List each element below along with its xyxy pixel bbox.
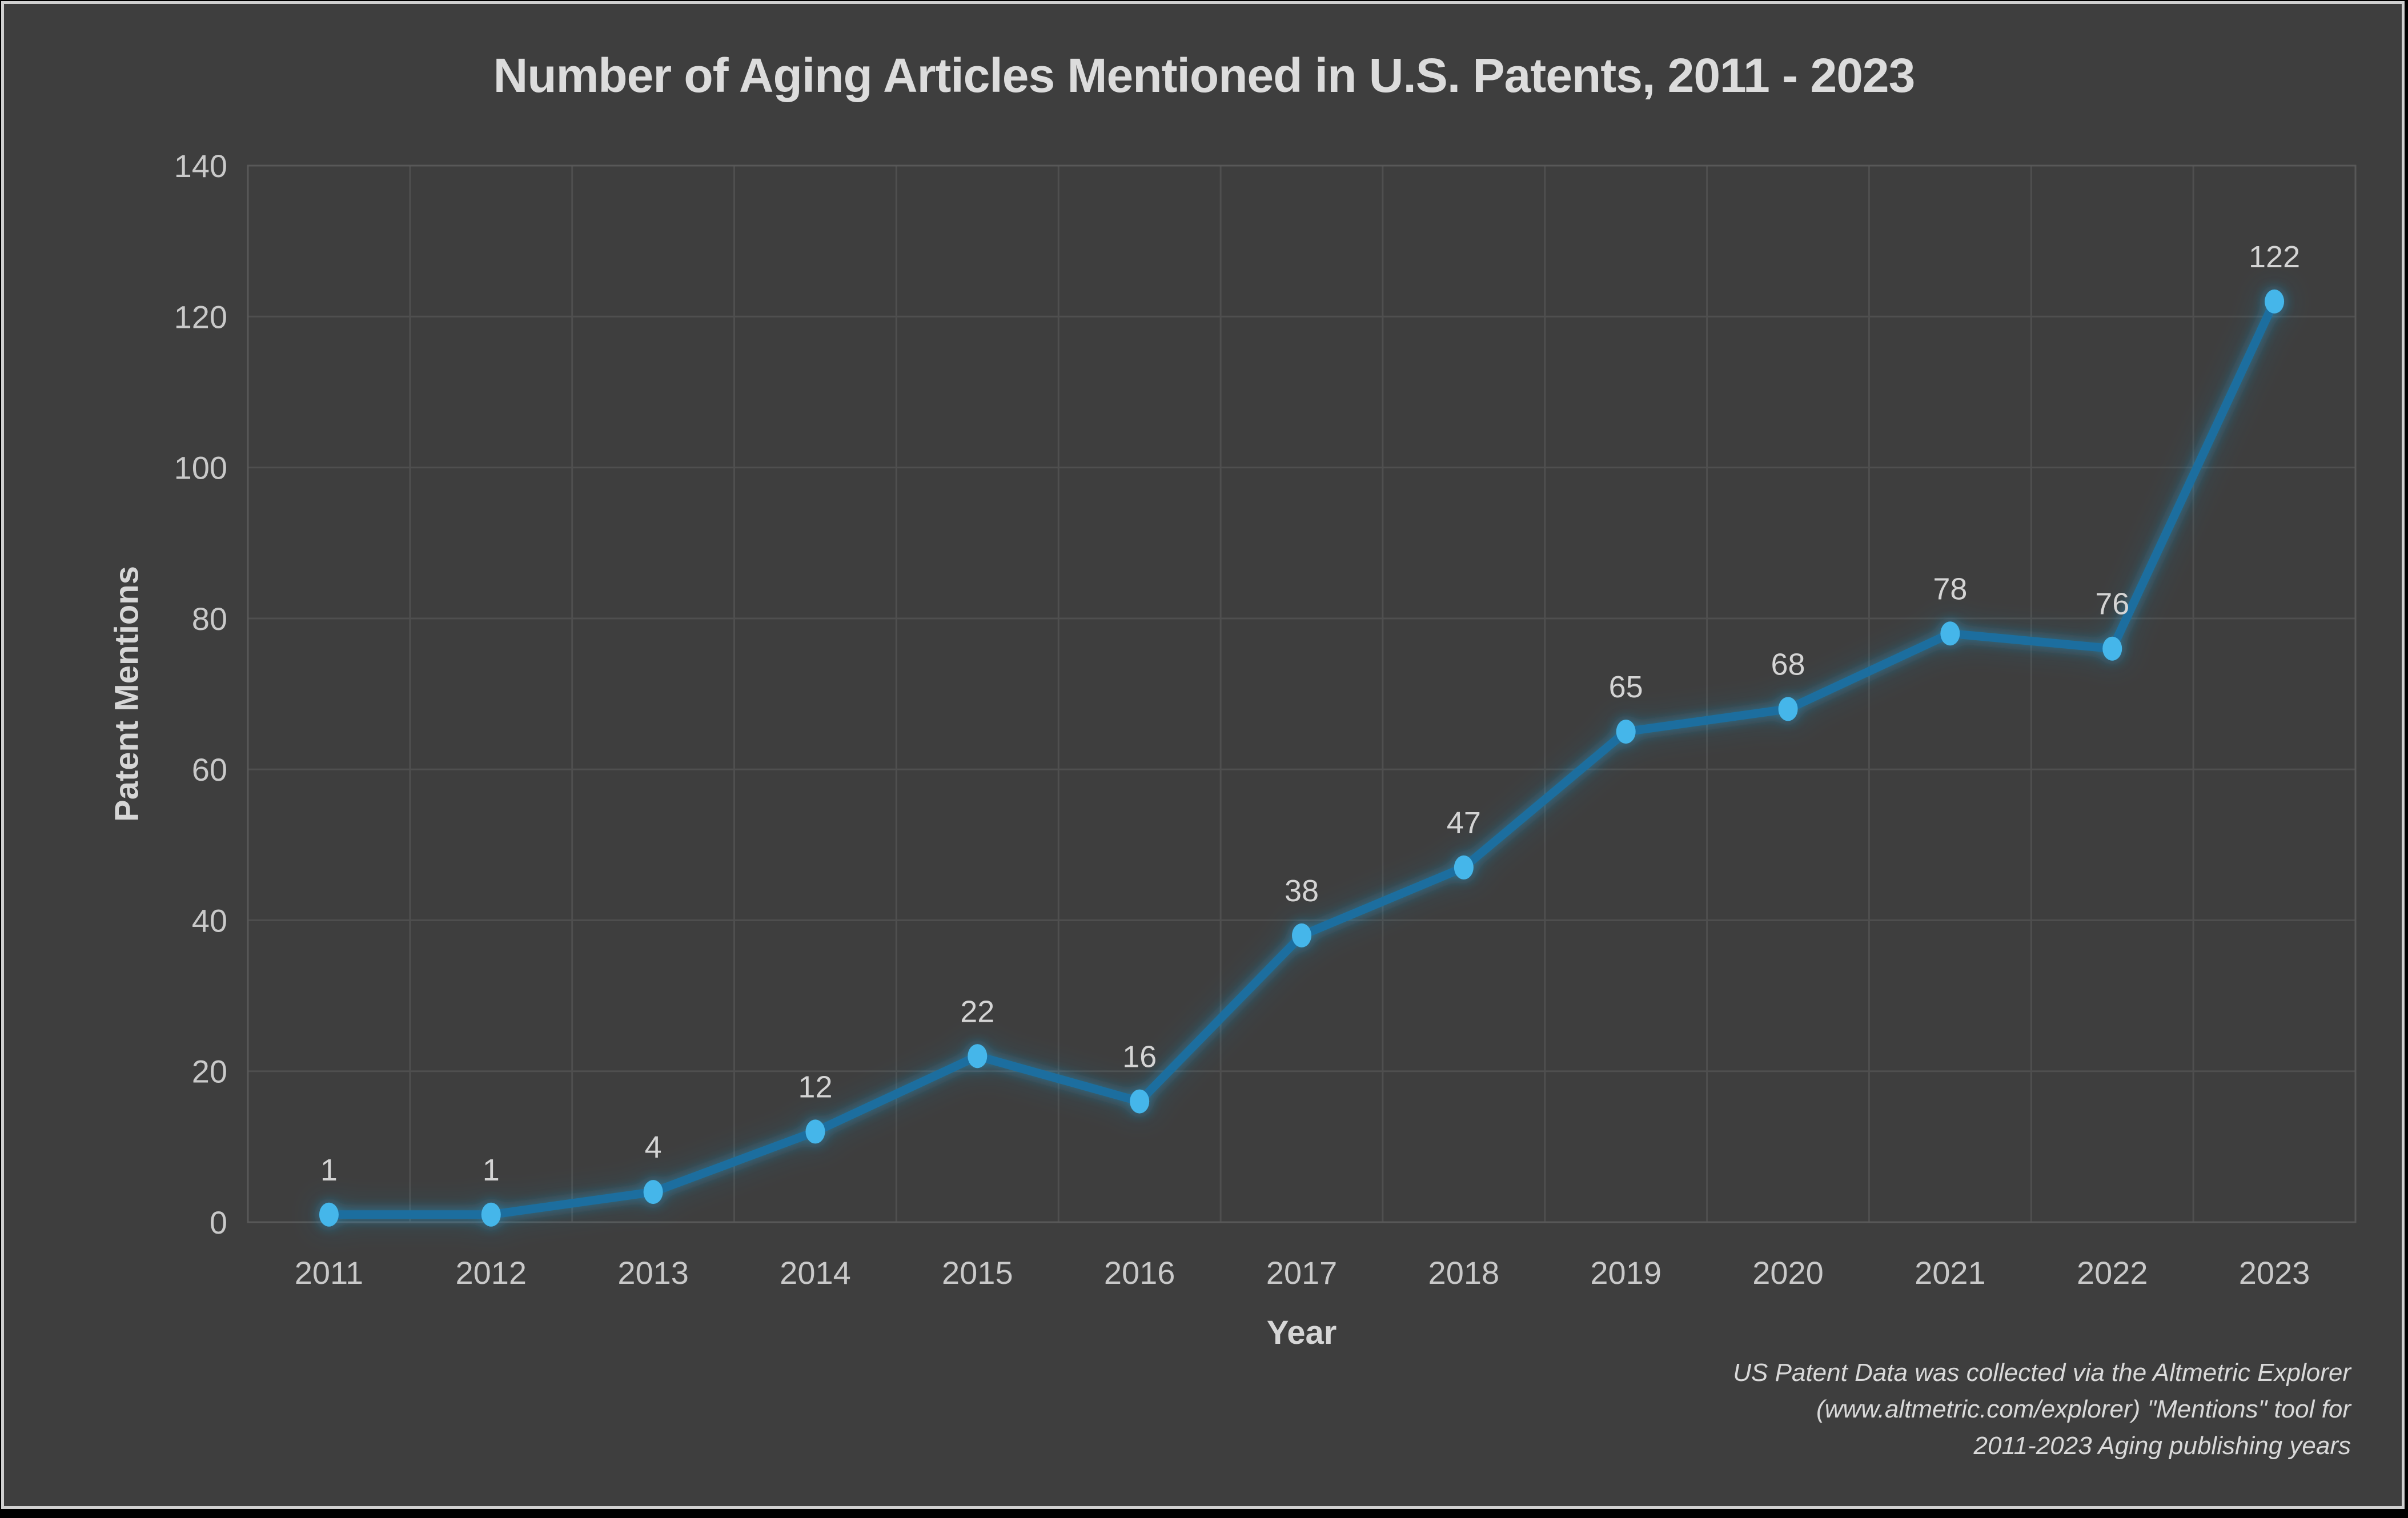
- y-tick-label: 40: [192, 902, 227, 938]
- data-point: [968, 1044, 988, 1069]
- data-point: [1940, 621, 1960, 646]
- footnote-line: 2011-2023 Aging publishing years: [1973, 1432, 2351, 1460]
- chart-title: Number of Aging Articles Mentioned in U.…: [493, 49, 1916, 102]
- data-point-label: 65: [1609, 670, 1643, 704]
- y-axis-title: Patent Mentions: [108, 566, 146, 822]
- x-tick-label: 2011: [295, 1255, 363, 1291]
- data-point: [2102, 636, 2122, 661]
- data-point-label: 22: [960, 994, 994, 1029]
- data-point-label: 122: [2249, 240, 2300, 274]
- x-tick-label: 2012: [455, 1255, 527, 1291]
- x-tick-label: 2021: [1915, 1255, 1986, 1291]
- x-tick-label: 2022: [2077, 1255, 2148, 1291]
- x-tick-label: 2016: [1104, 1255, 1175, 1291]
- data-point-label: 68: [1771, 647, 1805, 681]
- footnote-line: US Patent Data was collected via the Alt…: [1733, 1359, 2351, 1387]
- data-point-label: 4: [645, 1130, 662, 1164]
- y-tick-label: 120: [174, 299, 227, 335]
- data-point: [1454, 855, 1474, 880]
- footnote-line: (www.altmetric.com/explorer) "Mentions" …: [1816, 1395, 2351, 1423]
- x-tick-label: 2023: [2239, 1255, 2310, 1291]
- x-tick-label: 2020: [1752, 1255, 1824, 1291]
- x-tick-label: 2017: [1266, 1255, 1338, 1291]
- data-point: [481, 1202, 501, 1227]
- data-point-label: 1: [320, 1153, 338, 1187]
- plot-area-border: [247, 164, 2357, 1223]
- x-axis-title: Year: [1266, 1314, 1337, 1351]
- y-tick-label: 80: [192, 601, 227, 637]
- data-point-label: 1: [483, 1153, 500, 1187]
- data-point: [643, 1180, 663, 1204]
- data-line: [324, 297, 2279, 1219]
- data-point-label: 47: [1447, 806, 1481, 840]
- data-point: [805, 1119, 825, 1144]
- data-point: [1616, 720, 1636, 744]
- data-point-label: 12: [798, 1070, 832, 1104]
- y-tick-label: 100: [174, 450, 227, 486]
- data-point-label: 16: [1122, 1040, 1157, 1074]
- x-tick-label: 2014: [780, 1255, 851, 1291]
- y-tick-label: 140: [174, 148, 227, 184]
- x-tick-label: 2019: [1590, 1255, 1661, 1291]
- x-tick-label: 2018: [1428, 1255, 1500, 1291]
- data-point: [1778, 697, 1798, 721]
- y-tick-label: 60: [192, 752, 227, 788]
- x-tick-label: 2013: [617, 1255, 689, 1291]
- data-point-label: 78: [1933, 572, 1967, 606]
- data-point: [1130, 1089, 1150, 1114]
- data-point-label: 76: [2095, 587, 2129, 621]
- data-point: [2265, 289, 2285, 314]
- footnote: US Patent Data was collected via the Alt…: [1733, 1355, 2351, 1464]
- data-point: [1292, 923, 1311, 947]
- x-tick-label: 2015: [942, 1255, 1013, 1291]
- grid-layer: [247, 164, 2357, 1223]
- y-tick-label: 0: [210, 1204, 227, 1240]
- y-tick-label: 20: [192, 1054, 227, 1090]
- data-point: [319, 1202, 339, 1227]
- data-point-label: 38: [1285, 874, 1319, 908]
- series-layer: [319, 289, 2285, 1227]
